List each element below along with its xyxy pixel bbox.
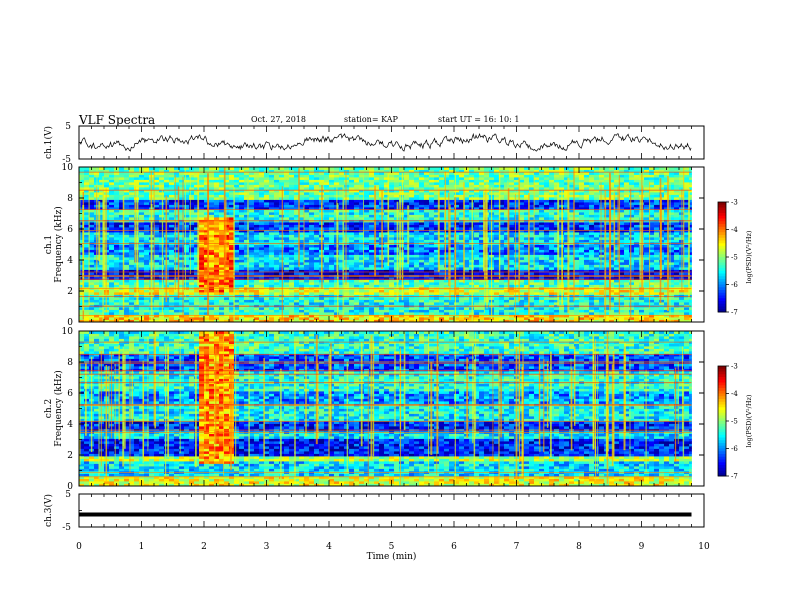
date-label: Oct. 27, 2018	[251, 115, 306, 124]
y-tick-label-ch1: 5	[65, 122, 71, 132]
narrowband-lines-ch2	[79, 341, 692, 478]
x-tick-label: 1	[139, 542, 145, 552]
y-tick-label-ch2: 6	[67, 389, 73, 399]
colorbar-tick-label-ch1: -5	[731, 254, 738, 262]
colorbar-tick-label-ch2: -7	[731, 473, 738, 481]
y-tick-label-ch1: 2	[67, 287, 73, 297]
x-axis-label: Time (min)	[367, 551, 417, 562]
y-axis-label-ch1: ch.1Frequency (kHz)	[44, 206, 64, 283]
y-tick-label-ch3: -5	[62, 523, 71, 533]
colorbar-label-ch2: log(PSD)(V²/Hz)	[745, 394, 753, 447]
waveform-trace-ch1	[79, 132, 692, 152]
sferic-streaks-ch1	[78, 167, 690, 322]
x-tick-label: 10	[698, 542, 710, 552]
x-tick-label: 8	[576, 542, 582, 552]
y-tick-label-ch2: 4	[67, 420, 73, 430]
x-tick-label: 0	[76, 542, 82, 552]
x-tick-label: 7	[514, 542, 520, 552]
colorbar-tick-label-ch2: -6	[731, 445, 738, 453]
y-tick-label-ch1: 0	[67, 318, 73, 328]
colorbar-label-ch1: log(PSD)(V²/Hz)	[745, 230, 753, 283]
x-tick-label: 6	[451, 542, 457, 552]
colorbar-tick-label-ch1: -4	[731, 226, 738, 234]
y-axis-label-ch2: ch.2Frequency (kHz)	[44, 370, 64, 447]
sferic-streaks-ch2	[78, 331, 685, 486]
colorbar-ch1	[718, 202, 726, 313]
x-tick-label: 5	[389, 542, 395, 552]
y-tick-label-ch2: 0	[67, 482, 73, 492]
station-label: station= KAP	[344, 115, 398, 124]
colorbar-tick-label-ch2: -5	[731, 418, 738, 426]
x-tick-label: 9	[639, 542, 645, 552]
x-tick-label: 2	[201, 542, 207, 552]
narrowband-lines-ch1	[79, 171, 692, 317]
colorbar-tick-label-ch2: -3	[731, 363, 738, 371]
y-tick-label-ch2: 10	[62, 327, 74, 337]
y-tick-label-ch1: 8	[67, 194, 73, 204]
colorbar-tick-label-ch1: -7	[731, 309, 738, 317]
y-axis-label-ch1: ch.1(V)	[43, 126, 54, 159]
y-tick-label-ch3: 5	[65, 490, 71, 500]
colorbar-tick-label-ch1: -6	[731, 281, 738, 289]
y-tick-label-ch1: 6	[67, 225, 73, 235]
y-tick-label-ch1: 10	[62, 163, 74, 173]
y-tick-label-ch2: 8	[67, 358, 73, 368]
colorbar-tick-label-ch1: -3	[731, 199, 738, 207]
y-tick-label-ch1: 4	[67, 256, 73, 266]
x-tick-label: 4	[326, 542, 332, 552]
x-tick-label: 3	[264, 542, 270, 552]
colorbar-ch2	[718, 366, 726, 477]
start-time-label: start UT = 16: 10: 1	[438, 115, 520, 124]
y-axis-label-ch3: ch.3(V)	[43, 494, 54, 527]
y-tick-label-ch1: -5	[62, 155, 71, 165]
figure-title: VLF Spectra	[79, 113, 156, 127]
colorbar-tick-label-ch2: -4	[731, 390, 738, 398]
y-tick-label-ch2: 2	[67, 451, 73, 461]
